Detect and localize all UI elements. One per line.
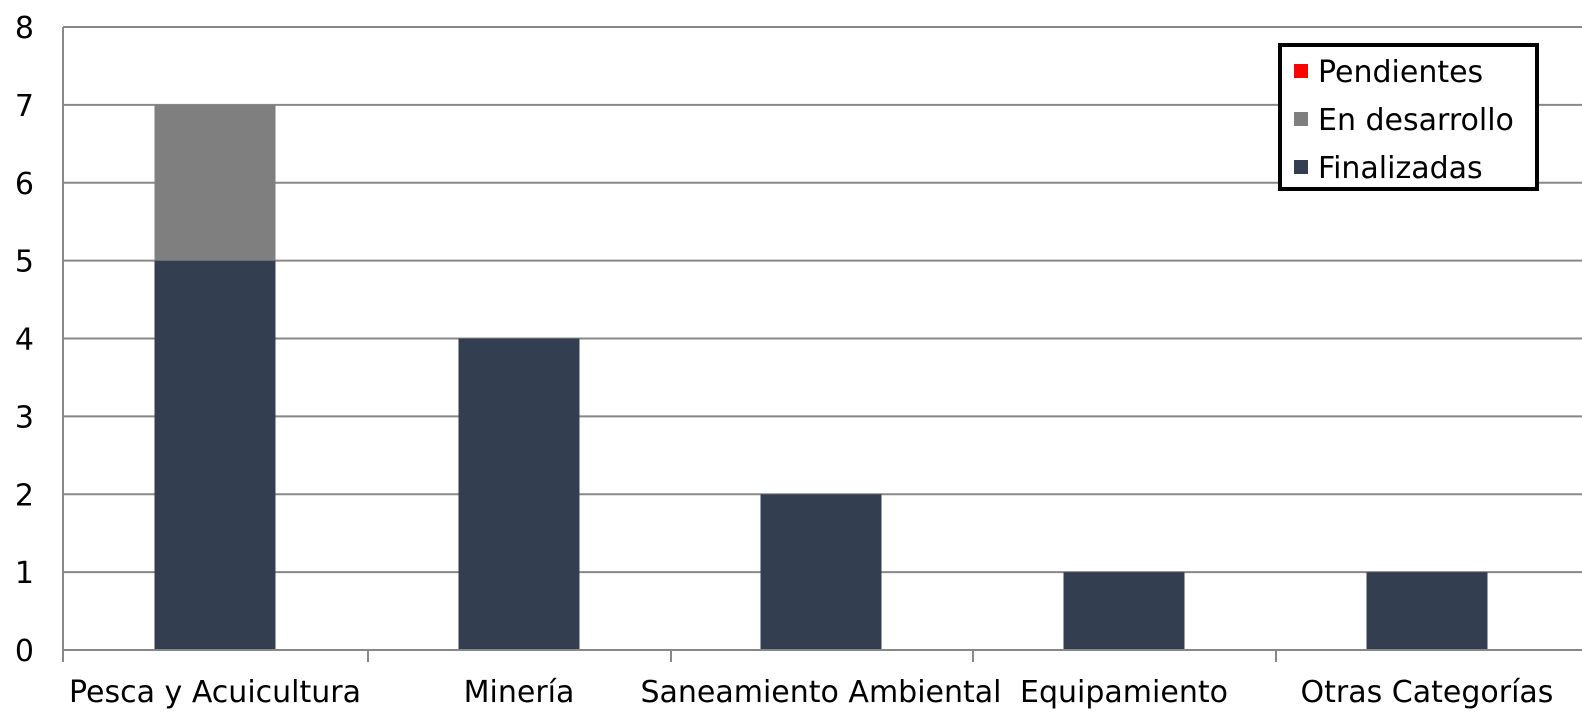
y-tick-label: 7 <box>15 89 34 124</box>
legend-swatch <box>1294 64 1308 78</box>
category-label: Saneamiento Ambiental <box>640 675 1001 710</box>
legend-label: Pendientes <box>1318 55 1483 90</box>
y-tick-label: 3 <box>15 400 34 435</box>
bars <box>154 104 1488 650</box>
legend-swatch <box>1294 112 1308 126</box>
y-tick-label: 4 <box>15 323 34 358</box>
legend-label: En desarrollo <box>1318 103 1514 138</box>
y-tick-label: 5 <box>15 245 34 280</box>
y-tick-labels: 0 1 2 3 4 5 6 7 8 <box>15 11 34 669</box>
category-label: Minería <box>464 675 575 710</box>
bar-segment <box>154 104 276 261</box>
category-label: Pesca y Acuicultura <box>69 675 361 710</box>
bar-segment <box>1366 572 1488 650</box>
y-tick-label: 8 <box>15 11 34 46</box>
legend-box <box>1278 43 1539 191</box>
x-tick-marks <box>62 650 1277 662</box>
category-labels: Pesca y Acuicultura Minería Saneamiento Am… <box>69 675 1553 710</box>
category-label: Equipamiento <box>1020 675 1228 710</box>
legend-swatch <box>1294 160 1308 174</box>
axes <box>62 27 1582 651</box>
gridlines <box>63 26 1582 574</box>
bar-segment <box>458 338 580 650</box>
category-label: Otras Categorías <box>1301 675 1554 710</box>
bar-segment <box>760 494 882 650</box>
bar-segment <box>154 260 276 650</box>
y-tick-label: 1 <box>15 556 34 591</box>
y-tick-label: 2 <box>15 478 34 513</box>
legend-label: Finalizadas <box>1318 151 1483 186</box>
y-tick-label: 6 <box>15 167 34 202</box>
y-tick-label: 0 <box>15 634 34 669</box>
bar-segment <box>1063 572 1185 650</box>
legend: Pendientes En desarrollo Finalizadas <box>1278 43 1539 191</box>
